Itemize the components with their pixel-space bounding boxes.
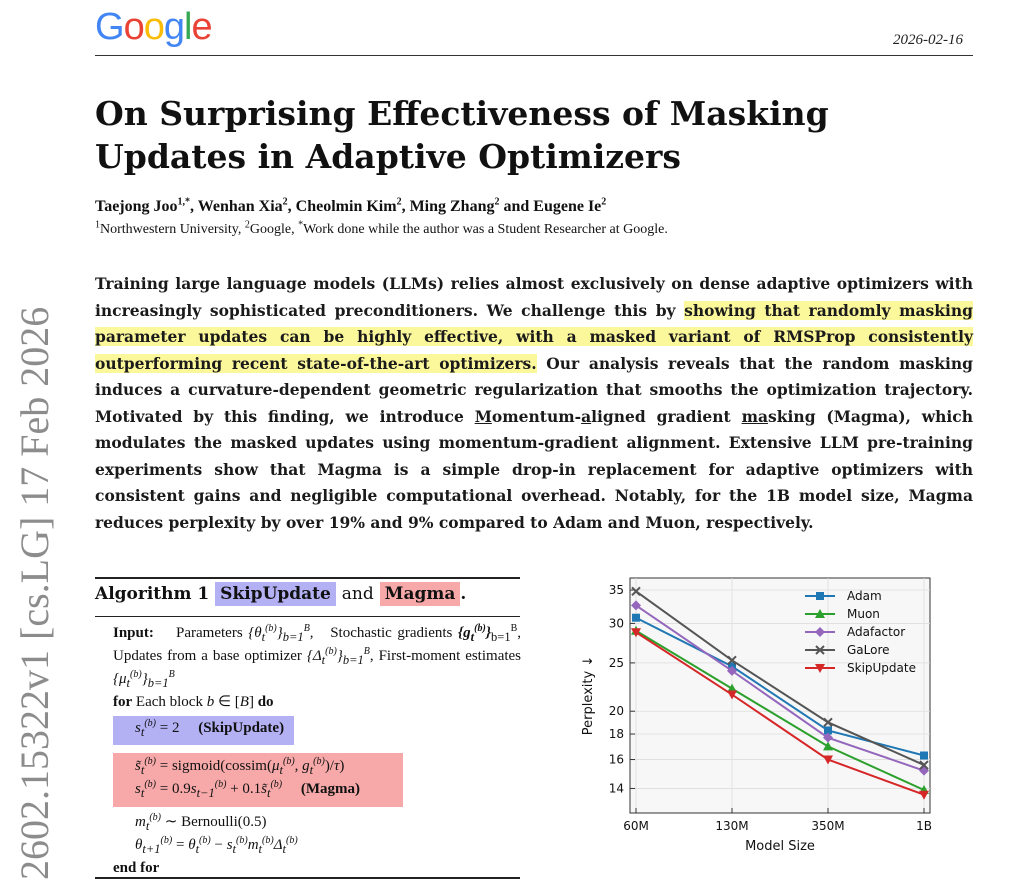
x-tick-label: 1B bbox=[916, 819, 932, 833]
legend-label: Muon bbox=[847, 607, 880, 621]
x-tick-label: 350M bbox=[811, 819, 844, 833]
y-tick-label: 14 bbox=[609, 781, 624, 795]
abstract-text: Our analysis reveals that the random mas… bbox=[95, 353, 973, 426]
legend-label: Adafactor bbox=[847, 625, 905, 639]
data-point-skipupdate bbox=[919, 790, 929, 800]
magma-acronym: Momentum-aligned gradient masking bbox=[474, 406, 816, 426]
author-name: Wenhan Xia bbox=[197, 198, 283, 215]
y-axis-label: Perplexity ↓ bbox=[581, 656, 596, 735]
logo-letter: l bbox=[183, 6, 193, 48]
abstract: Training large language models (LLMs) re… bbox=[95, 271, 973, 536]
legend-marker bbox=[815, 664, 825, 673]
affiliation-note: Work done while the author was a Student… bbox=[303, 222, 668, 237]
logo-letter: g bbox=[163, 6, 185, 48]
series-line-galore bbox=[635, 590, 925, 766]
y-tick-label: 25 bbox=[609, 656, 624, 670]
data-point-skipupdate bbox=[823, 755, 833, 765]
data-point-adafactor bbox=[727, 665, 737, 676]
legend-marker bbox=[815, 645, 825, 655]
abstract-text: Training large language models (LLMs) re… bbox=[95, 274, 973, 320]
author-affil-mark: 2 bbox=[396, 196, 402, 208]
y-tick-label: 35 bbox=[609, 583, 624, 597]
paper-date: 2026-02-16 bbox=[893, 32, 963, 48]
affiliation-1: Northwestern University, bbox=[100, 222, 242, 237]
data-point-skipupdate bbox=[727, 690, 737, 700]
algorithm-top-rule bbox=[95, 577, 520, 579]
data-point-adam bbox=[920, 751, 928, 760]
y-tick-label: 18 bbox=[609, 727, 624, 741]
author-affil-mark: 2 bbox=[282, 196, 288, 208]
data-point-adafactor bbox=[631, 600, 641, 611]
arxiv-stamp: 2602.15322v1 [cs.LG] 17 Feb 2026 bbox=[12, 306, 57, 880]
y-tick-label: 16 bbox=[609, 753, 624, 767]
data-point-adafactor bbox=[823, 732, 833, 743]
magma-tag: Magma bbox=[379, 582, 461, 606]
data-point-skipupdate bbox=[631, 628, 641, 638]
algorithm-input: Input: Parameters {θt(b)}b=1B, Stochasti… bbox=[113, 623, 522, 691]
paper-title: On Surprising Effectiveness of Masking U… bbox=[95, 94, 829, 176]
algorithm-label: Algorithm 1 bbox=[95, 584, 210, 604]
legend-label: SkipUpdate bbox=[847, 661, 916, 675]
author-name: Ming Zhang bbox=[409, 198, 495, 215]
abstract-text: (Magma), which modulates the masked upda… bbox=[95, 406, 973, 532]
magma-step: s̃t(b) = sigmoid(cossim(μt(b), gt(b))/τ)… bbox=[113, 753, 403, 807]
author-name: Taejong Joo bbox=[95, 198, 178, 215]
author-list: Taejong Joo1,*, Wenhan Xia2, Cheolmin Ki… bbox=[95, 196, 607, 215]
author-name: Cheolmin Kim bbox=[295, 198, 397, 215]
perplexity-chart: 14 16 18 20 25 30 35 60M 130M 350M 1B Model Size Per… bbox=[581, 577, 932, 854]
author-name: Eugene Ie bbox=[533, 198, 602, 215]
skipupdate-tag: SkipUpdate bbox=[215, 582, 336, 606]
y-tick-label: 20 bbox=[609, 704, 624, 718]
x-tick-label: 60M bbox=[623, 819, 649, 833]
algorithm-and: and bbox=[341, 584, 374, 604]
google-logo: Google bbox=[95, 6, 213, 49]
algorithm-period: . bbox=[460, 584, 467, 604]
algorithm-for-line: for Each block b ∈ [B] do bbox=[113, 694, 274, 710]
header-divider bbox=[95, 55, 973, 56]
logo-letter: o bbox=[143, 6, 165, 48]
author-affil-mark: 2 bbox=[601, 196, 607, 208]
series-line-adafactor bbox=[635, 604, 925, 772]
update-step: θt+1(b) = θt(b) − st(b)mt(b)Δt(b) bbox=[135, 835, 298, 857]
y-tick-label: 30 bbox=[609, 616, 624, 630]
data-point-galore bbox=[727, 655, 737, 666]
data-point-adafactor bbox=[919, 765, 929, 776]
algorithm-bottom-rule bbox=[95, 877, 520, 879]
data-point-muon bbox=[823, 741, 833, 751]
series-line-muon bbox=[635, 629, 925, 791]
data-point-galore bbox=[631, 586, 641, 596]
logo-letter: e bbox=[191, 6, 212, 48]
legend-label: GaLore bbox=[847, 643, 890, 657]
affiliation-2: Google, bbox=[249, 222, 295, 237]
data-point-adam bbox=[632, 613, 640, 622]
end-for-line: end for bbox=[113, 860, 160, 876]
legend-marker bbox=[815, 609, 825, 618]
author-affil-mark: 2 bbox=[494, 196, 500, 208]
legend-label: Adam bbox=[847, 589, 882, 603]
logo-letter: o bbox=[123, 6, 145, 48]
x-tick-label: 130M bbox=[715, 819, 748, 833]
plot-area bbox=[629, 577, 931, 814]
x-axis-label: Model Size bbox=[745, 839, 815, 854]
algorithm-body: Input: Parameters {θt(b)}b=1B, Stochasti… bbox=[113, 624, 521, 878]
affiliations: 1Northwestern University, 2Google, *Work… bbox=[95, 219, 668, 237]
mask-sample-step: mt(b) ∼ Bernoulli(0.5) bbox=[135, 812, 267, 834]
data-point-muon bbox=[727, 683, 737, 693]
series-line-skipupdate bbox=[635, 631, 925, 796]
logo-letter: G bbox=[95, 6, 125, 48]
data-point-galore bbox=[919, 760, 929, 770]
algorithm-title: Algorithm 1 SkipUpdate and Magma. bbox=[95, 582, 467, 606]
legend-marker bbox=[815, 627, 825, 637]
data-point-galore bbox=[823, 717, 833, 728]
legend-marker bbox=[816, 592, 824, 600]
skipupdate-step: st(b) = 2 (SkipUpdate) bbox=[113, 716, 295, 745]
data-point-adam bbox=[824, 726, 832, 735]
author-affil-mark: 1,* bbox=[177, 196, 191, 208]
algorithm-mid-rule bbox=[95, 616, 520, 617]
